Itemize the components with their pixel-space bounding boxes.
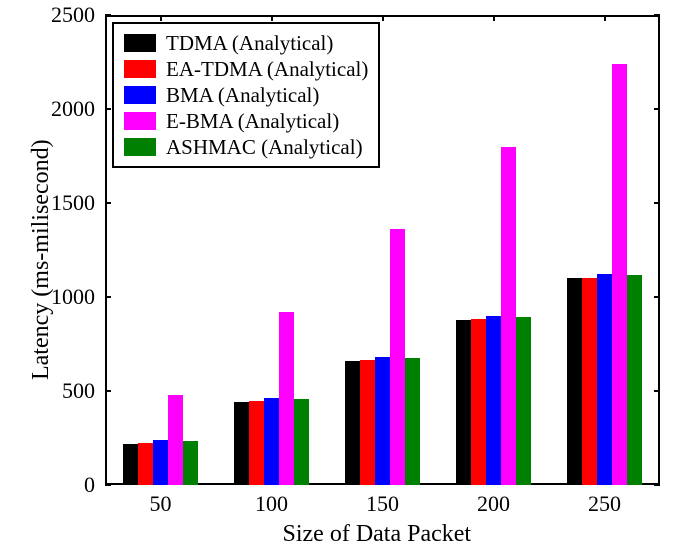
bar	[390, 229, 405, 485]
y-tick-label: 500	[35, 378, 95, 404]
x-tick	[271, 15, 273, 21]
bar	[471, 319, 486, 485]
legend-item: EA-TDMA (Analytical)	[124, 56, 368, 82]
legend-label: EA-TDMA (Analytical)	[166, 57, 368, 82]
y-tick	[105, 390, 111, 392]
y-tick	[654, 14, 660, 16]
y-tick	[105, 108, 111, 110]
bar	[456, 320, 471, 485]
chart-container: TDMA (Analytical)EA-TDMA (Analytical)BMA…	[0, 0, 685, 558]
legend-swatch	[124, 60, 156, 78]
y-tick	[105, 14, 111, 16]
bar	[153, 440, 168, 485]
y-tick	[654, 202, 660, 204]
bar	[516, 317, 531, 485]
y-axis-title: Latency (ms-milisecond)	[28, 139, 55, 380]
x-tick-label: 250	[575, 491, 635, 517]
bar	[405, 358, 420, 485]
y-tick	[105, 296, 111, 298]
legend-item: E-BMA (Analytical)	[124, 108, 368, 134]
bar	[360, 360, 375, 485]
y-tick-label: 1500	[35, 190, 95, 216]
y-tick	[105, 202, 111, 204]
x-tick-label: 100	[242, 491, 302, 517]
bar	[567, 278, 582, 485]
y-tick	[654, 390, 660, 392]
y-tick-label: 0	[35, 472, 95, 498]
bar	[612, 64, 627, 485]
legend-label: TDMA (Analytical)	[166, 31, 333, 56]
legend-swatch	[124, 86, 156, 104]
y-tick-label: 1000	[35, 284, 95, 310]
bar	[123, 444, 138, 485]
legend-label: BMA (Analytical)	[166, 83, 319, 108]
x-tick-label: 150	[353, 491, 413, 517]
x-tick	[604, 15, 606, 21]
legend-label: ASHMAC (Analytical)	[166, 135, 363, 160]
x-tick	[382, 15, 384, 21]
bar	[294, 399, 309, 485]
legend: TDMA (Analytical)EA-TDMA (Analytical)BMA…	[112, 22, 380, 168]
legend-swatch	[124, 112, 156, 130]
legend-swatch	[124, 138, 156, 156]
x-axis-title: Size of Data Packet	[283, 521, 472, 548]
legend-swatch	[124, 34, 156, 52]
legend-item: BMA (Analytical)	[124, 82, 368, 108]
legend-item: TDMA (Analytical)	[124, 30, 368, 56]
y-tick	[654, 484, 660, 486]
y-tick	[105, 484, 111, 486]
bar	[501, 147, 516, 485]
bar	[279, 312, 294, 485]
x-tick	[160, 15, 162, 21]
bar	[183, 441, 198, 485]
y-tick-label: 2500	[35, 2, 95, 28]
y-tick	[654, 108, 660, 110]
bar	[345, 361, 360, 485]
bar	[597, 274, 612, 485]
x-tick	[493, 15, 495, 21]
bar	[375, 357, 390, 485]
y-tick	[654, 296, 660, 298]
bar	[168, 395, 183, 485]
bar	[249, 401, 264, 485]
y-tick-label: 2000	[35, 96, 95, 122]
bar	[138, 443, 153, 485]
bar	[582, 278, 597, 485]
axis-right	[658, 15, 660, 485]
x-tick-label: 200	[464, 491, 524, 517]
bar	[264, 398, 279, 485]
bar	[627, 275, 642, 485]
x-tick-label: 50	[131, 491, 191, 517]
axis-left	[105, 15, 107, 485]
bar	[486, 316, 501, 485]
legend-item: ASHMAC (Analytical)	[124, 134, 368, 160]
bar	[234, 402, 249, 485]
legend-label: E-BMA (Analytical)	[166, 109, 339, 134]
